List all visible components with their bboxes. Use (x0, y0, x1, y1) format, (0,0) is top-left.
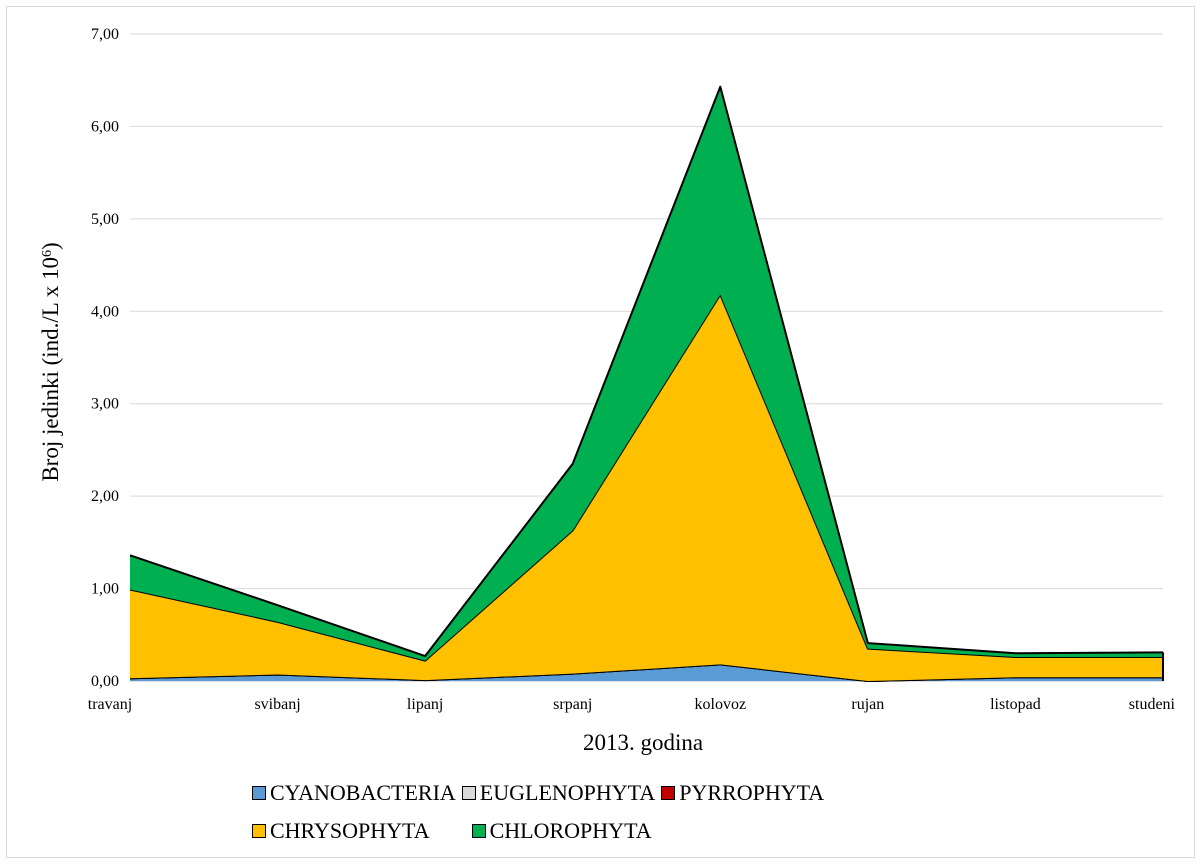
y-tick-label: 0,00 (91, 673, 119, 690)
y-tick-label: 5,00 (91, 211, 119, 228)
legend-swatch-pyrrophyta (661, 786, 676, 800)
x-tick-label: srpanj (553, 696, 592, 713)
legend-row-1: CYANOBACTERIA EUGLENOPHYTA PYRROPHYTA (252, 780, 830, 806)
legend-item-cyanobacteria: CYANOBACTERIA (252, 780, 456, 806)
area-chrysophyta (130, 294, 1163, 681)
legend-label-pyrrophyta: PYRROPHYTA (679, 780, 825, 805)
legend-swatch-euglenophyta (461, 786, 476, 800)
x-tick-label: rujan (851, 696, 884, 713)
y-tick-labels: 0,00 1,00 2,00 3,00 4,00 5,00 6,00 7,00 (91, 26, 119, 690)
area-cyanobacteria (130, 664, 1163, 681)
x-axis-title: 2013. godina (583, 730, 703, 755)
legend-label-chlorophyta: CHLOROPHYTA (489, 818, 652, 843)
legend-swatch-chrysophyta (252, 824, 266, 838)
legend-label-chrysophyta: CHRYSOPHYTA (270, 818, 430, 843)
y-tick-label: 6,00 (91, 118, 119, 135)
stacked-areas (129, 85, 1164, 682)
area-outline-chlorophyta (129, 85, 1164, 658)
legend-label-cyanobacteria: CYANOBACTERIA (270, 780, 456, 805)
legend-item-pyrrophyta: PYRROPHYTA (661, 780, 824, 806)
legend-label-euglenophyta: EUGLENOPHYTA (479, 780, 656, 805)
x-tick-label: svibanj (254, 696, 300, 713)
y-tick-label: 2,00 (91, 488, 119, 505)
legend-item-chrysophyta: CHRYSOPHYTA (252, 818, 430, 844)
x-tick-labels: travanj svibanj lipanj srpanj kolovoz rujan li… (88, 696, 1176, 713)
y-axis-title-close: ) (38, 242, 63, 250)
x-tick-label: studeni (1129, 696, 1176, 713)
area-chlorophyta (130, 86, 1163, 661)
y-axis-title-main: Broj jedinki (ind./L x 10 (38, 257, 63, 482)
x-tick-label: travanj (88, 696, 132, 713)
legend-swatch-chlorophyta (471, 824, 486, 838)
legend-item-chlorophyta: CHLOROPHYTA (471, 818, 652, 844)
x-tick-label: lipanj (407, 696, 443, 713)
y-axis-title: Broj jedinki (ind./L x 106) (38, 242, 63, 481)
legend-row-2: CHRYSOPHYTA CHLOROPHYTA (252, 818, 658, 844)
y-tick-label: 1,00 (91, 581, 119, 598)
legend-swatch-cyanobacteria (252, 786, 266, 800)
x-tick-label: listopad (990, 696, 1041, 713)
y-tick-label: 4,00 (91, 303, 119, 320)
y-axis-title-superscript: 6 (40, 250, 55, 257)
y-tick-label: 3,00 (91, 396, 119, 413)
legend-item-euglenophyta: EUGLENOPHYTA (461, 780, 656, 806)
y-tick-label: 7,00 (91, 26, 119, 43)
x-tick-label: kolovoz (695, 696, 747, 713)
